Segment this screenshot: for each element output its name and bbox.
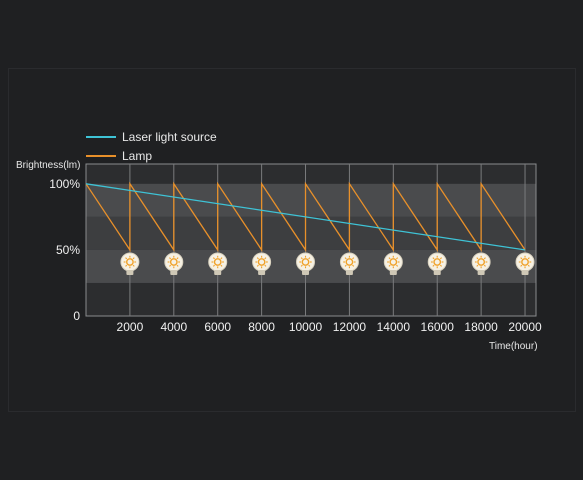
x-tick-label-8000: 8000 xyxy=(248,320,275,334)
light-bulb-icon xyxy=(120,252,140,275)
x-tick-label-4000: 4000 xyxy=(160,320,187,334)
legend-item-laser: Laser light source xyxy=(86,128,217,146)
legend-label-laser: Laser light source xyxy=(122,130,217,144)
x-tick-label-16000: 16000 xyxy=(421,320,455,334)
legend-swatch-laser xyxy=(86,136,116,138)
light-bulb-icon xyxy=(471,252,491,275)
plot-band-0 xyxy=(86,183,536,217)
series-line-laser xyxy=(85,183,526,251)
x-tick-label-2000: 2000 xyxy=(117,320,144,334)
x-tick-label-10000: 10000 xyxy=(289,320,323,334)
light-bulb-icon xyxy=(252,252,272,275)
y-axis-title: Brightness(lm) xyxy=(16,160,81,171)
legend-swatch-lamp xyxy=(86,155,116,157)
light-bulb-icon xyxy=(164,252,184,275)
x-tick-label-20000: 20000 xyxy=(508,320,542,334)
x-tick-label-14000: 14000 xyxy=(377,320,411,334)
light-bulb-icon xyxy=(339,252,359,275)
x-tick-label-12000: 12000 xyxy=(333,320,367,334)
legend-label-lamp: Lamp xyxy=(122,149,153,163)
x-tick-label-6000: 6000 xyxy=(204,320,231,334)
chart-legend: Laser light source Lamp xyxy=(86,128,217,166)
x-axis-title: Time(hour) xyxy=(489,341,538,352)
light-bulb-icon xyxy=(383,252,403,275)
y-tick-label-100pct: 100% xyxy=(49,177,80,191)
y-tick-label-50pct: 50% xyxy=(56,243,80,257)
plot-band-1 xyxy=(86,216,536,250)
x-tick-label-18000: 18000 xyxy=(464,320,498,334)
light-bulb-icon xyxy=(427,252,447,275)
chart-frame xyxy=(8,68,576,412)
light-bulb-icon xyxy=(208,252,228,275)
light-bulb-icon xyxy=(296,252,316,275)
y-tick-label-0: 0 xyxy=(73,309,80,323)
light-bulb-icon xyxy=(515,252,535,275)
legend-item-lamp: Lamp xyxy=(86,147,217,165)
plot-border xyxy=(85,163,537,317)
